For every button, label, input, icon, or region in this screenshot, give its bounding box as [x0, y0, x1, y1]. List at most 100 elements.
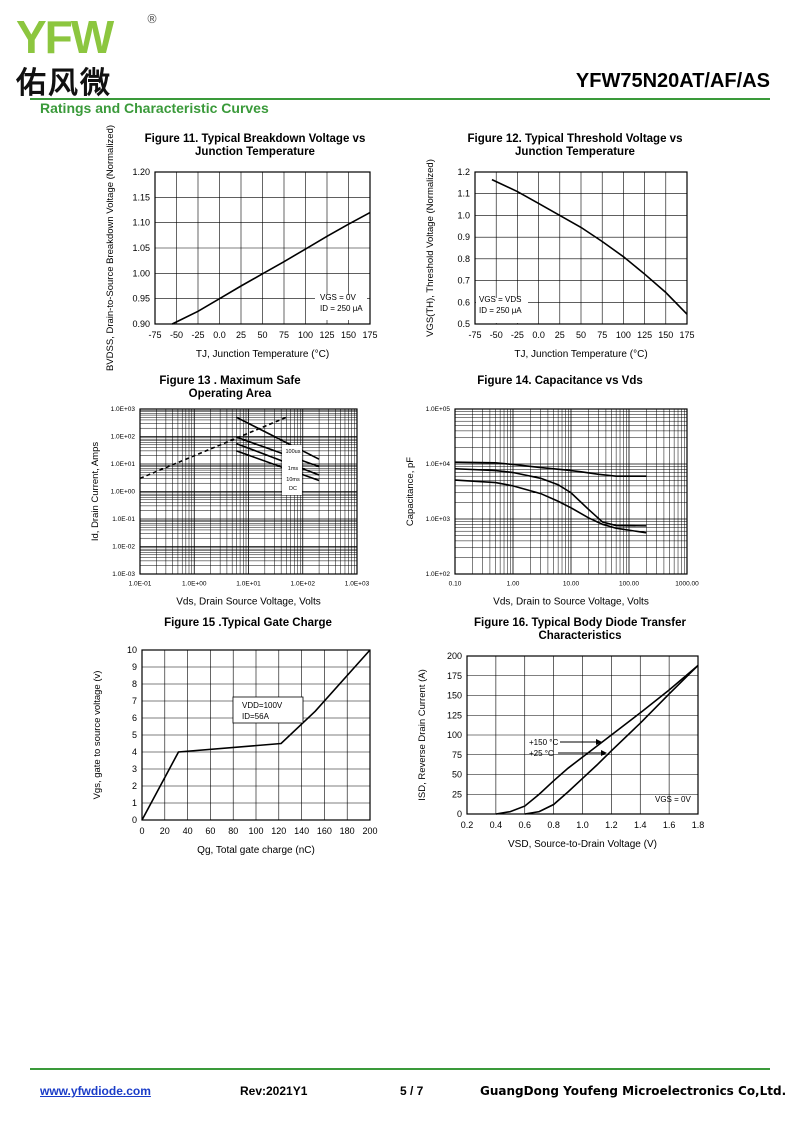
fig16-ytick-label: 25: [452, 789, 462, 799]
fig14-y-axis-label: Capacitance, pF: [405, 457, 416, 526]
fig13-y-axis-label: Id, Drain Current, Amps: [90, 442, 101, 542]
website-link[interactable]: www.yfwdiode.com: [40, 1084, 151, 1098]
fig16-xtick-label: 1.6: [663, 820, 676, 830]
page-number: 5 / 7: [400, 1084, 424, 1098]
fig12-xtick-label: 75: [597, 330, 607, 340]
fig11-xtick-label: -50: [170, 330, 183, 340]
fig12-plot-frame: [474, 171, 688, 325]
fig15-ytick-label: 7: [132, 696, 137, 706]
fig13-region-label: 100us: [286, 449, 301, 455]
logo-chinese-name: 佑风微: [16, 66, 112, 101]
fig12-xtick-label: -50: [490, 330, 503, 340]
fig11-ytick-label: 1.10: [132, 218, 150, 228]
fig15-xtick-label: 20: [160, 826, 170, 836]
fig11-xtick-label: 50: [257, 330, 267, 340]
fig11-xtick-label: 150: [341, 330, 356, 340]
fig14-ytick-label: 1.0E+05: [426, 406, 451, 413]
fig12-xtick-label: 175: [679, 330, 694, 340]
fig11-ytick-label: 1.20: [132, 167, 150, 177]
fig16-plot-frame: [466, 655, 699, 815]
fig12-xtick-label: 150: [658, 330, 673, 340]
registered-mark: ®: [146, 12, 158, 26]
fig16-arrowhead: [601, 750, 607, 756]
fig14-xtick-label: 1.00: [507, 581, 520, 588]
fig15-title: Figure 15 .Typical Gate Charge: [164, 617, 332, 629]
fig13-ytick-label: 1.0E+02: [111, 434, 136, 441]
fig13-ytick-label: 1.0E+01: [111, 461, 136, 468]
fig16-series-label: +150 °C: [529, 738, 558, 747]
fig13-ytick-label: 1.0E-03: [112, 571, 135, 578]
fig13-ytick-label: 1.0E+00: [111, 489, 136, 496]
fig12-annotation: ID = 250 μA: [479, 306, 522, 315]
fig16-ytick-label: 75: [452, 750, 462, 760]
fig16-ytick-label: 175: [447, 671, 462, 681]
fig16-y-axis-label: ISD, Reverse Drain Current (A): [417, 669, 428, 800]
fig13-label-box: [282, 445, 302, 495]
fig15-xtick-label: 140: [294, 826, 309, 836]
fig11-xtick-label: -25: [191, 330, 204, 340]
fig16-series-line: [524, 664, 699, 815]
fig15-ytick-label: 4: [132, 747, 137, 757]
fig16-xtick-label: 0.6: [518, 820, 531, 830]
fig14-ytick-label: 1.0E+04: [426, 461, 451, 468]
fig13-series-line: [236, 442, 320, 476]
fig13-xtick-label: 1.0E-01: [129, 581, 152, 588]
fig15-annotation: VDD=100V: [242, 701, 283, 710]
logo-text: YFW: [16, 11, 114, 63]
fig11-ytick-label: 1.00: [132, 268, 150, 278]
fig13-plot-frame: [139, 408, 358, 575]
fig15-ytick-label: 8: [132, 679, 137, 689]
fig12-ytick-label: 0.8: [457, 254, 470, 264]
fig13-series-line: [236, 436, 320, 468]
fig11-annotation-box: [315, 295, 367, 320]
fig15-xtick-label: 160: [317, 826, 332, 836]
fig15-annotation: ID=56A: [242, 712, 270, 721]
fig13-series-line: [139, 416, 287, 480]
fig15-xtick-label: 60: [205, 826, 215, 836]
fig12-series-line: [491, 178, 688, 315]
fig16-ytick-label: 0: [457, 809, 462, 819]
fig14-xtick-label: 10.00: [563, 581, 580, 588]
fig11-xtick-label: -75: [148, 330, 161, 340]
fig16-xtick-label: 0.4: [490, 820, 503, 830]
fig13-series-line: [236, 416, 320, 460]
fig11-xtick-label: 0.0: [213, 330, 226, 340]
fig15-ytick-label: 5: [132, 730, 137, 740]
fig13-ytick-label: 1.0E-02: [112, 544, 135, 551]
fig16-series-label: +25 °C: [529, 749, 554, 758]
fig12-ytick-label: 0.5: [457, 319, 470, 329]
fig16-annotation: VGS = 0V: [655, 795, 691, 804]
fig15-ytick-label: 1: [132, 798, 137, 808]
fig15-xtick-label: 120: [271, 826, 286, 836]
fig14-xtick-label: 1000.00: [675, 581, 699, 588]
fig16-grid: [466, 655, 699, 815]
fig11-ytick-label: 1.05: [132, 243, 150, 253]
fig11-xtick-label: 25: [236, 330, 246, 340]
fig15-ytick-label: 0: [132, 815, 137, 825]
fig11-ytick-label: 0.90: [132, 319, 150, 329]
fig12-annotation-box: [476, 298, 528, 323]
fig11-xtick-label: 75: [279, 330, 289, 340]
fig13-ytick-label: 1.0E-01: [112, 516, 135, 523]
fig12-ytick-label: 1.1: [457, 189, 470, 199]
fig12-x-axis-label: TJ, Junction Temperature (°C): [514, 349, 647, 360]
fig12-xtick-label: 0.0: [532, 330, 545, 340]
fig12-xtick-label: -25: [511, 330, 524, 340]
revision-label: Rev:2021Y1: [240, 1084, 308, 1098]
fig16-ytick-label: 125: [447, 710, 462, 720]
fig12-xtick-label: 100: [616, 330, 631, 340]
fig12-ytick-label: 0.7: [457, 276, 470, 286]
fig12-xtick-label: 50: [576, 330, 586, 340]
fig14-series-line: [454, 479, 647, 534]
fig12-ytick-label: 0.6: [457, 297, 470, 307]
fig13-region-label: 1ms: [288, 466, 299, 472]
fig11-annotation: VGS = 0V: [320, 293, 356, 302]
fig11-series-line: [171, 211, 371, 325]
fig16-title: Figure 16. Typical Body Diode Transfer C…: [474, 617, 686, 642]
fig12-ytick-label: 0.9: [457, 232, 470, 242]
fig14-grid: [455, 409, 687, 574]
fig14-ytick-label: 1.0E+02: [426, 571, 451, 578]
